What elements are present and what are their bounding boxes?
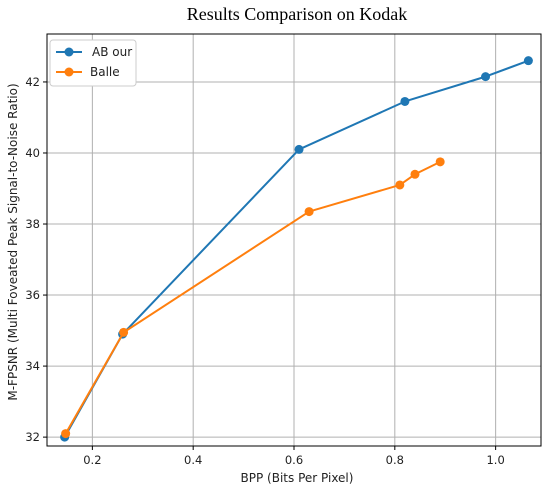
series-line-balle: [64, 160, 441, 435]
x-tick-label: 0.4: [184, 453, 202, 467]
legend: AB our Balle: [49, 39, 137, 87]
series-balle: [61, 157, 445, 439]
legend-label-balle: Balle: [90, 65, 120, 79]
data-point-ab-our: [294, 144, 304, 154]
y-axis-ticks: 32 34 36 38 40 42: [25, 75, 47, 444]
data-point-ab-our: [481, 72, 491, 82]
legend-label-ab-our: AB our: [92, 45, 132, 59]
x-axis-label: BPP (Bits Per Pixel): [241, 471, 354, 485]
x-tick-label: 0.2: [83, 453, 101, 467]
data-point-balle: [119, 327, 129, 337]
y-tick-label: 34: [25, 359, 40, 373]
data-point-balle: [304, 207, 314, 217]
y-tick-label: 36: [25, 288, 40, 302]
y-axis-label: M-FPSNR (Multi Foveated Peak Signal-to-N…: [6, 83, 20, 400]
data-point-ab-our: [400, 96, 410, 106]
x-axis-ticks: 0.2 0.4 0.6 0.8 1.0: [83, 446, 505, 467]
legend-marker-balle: [64, 67, 74, 77]
y-tick-label: 42: [25, 75, 40, 89]
chart-title: Results Comparison on Kodak: [187, 4, 408, 24]
y-tick-label: 38: [25, 217, 40, 231]
x-tick-label: 0.6: [285, 453, 303, 467]
grid: [47, 34, 541, 446]
data-point-balle: [395, 180, 405, 190]
data-point-balle: [410, 169, 420, 179]
legend-marker-ab-our: [64, 47, 74, 57]
data-point-balle: [435, 157, 445, 167]
y-tick-label: 40: [25, 146, 40, 160]
y-tick-label: 32: [25, 430, 40, 444]
series-layer: [60, 56, 533, 442]
series-ab-our: [60, 56, 533, 442]
data-point-ab-our: [523, 56, 533, 66]
x-tick-label: 1.0: [486, 453, 504, 467]
series-line-ab-our: [63, 59, 529, 438]
data-point-balle: [61, 429, 71, 439]
x-tick-label: 0.8: [386, 453, 404, 467]
